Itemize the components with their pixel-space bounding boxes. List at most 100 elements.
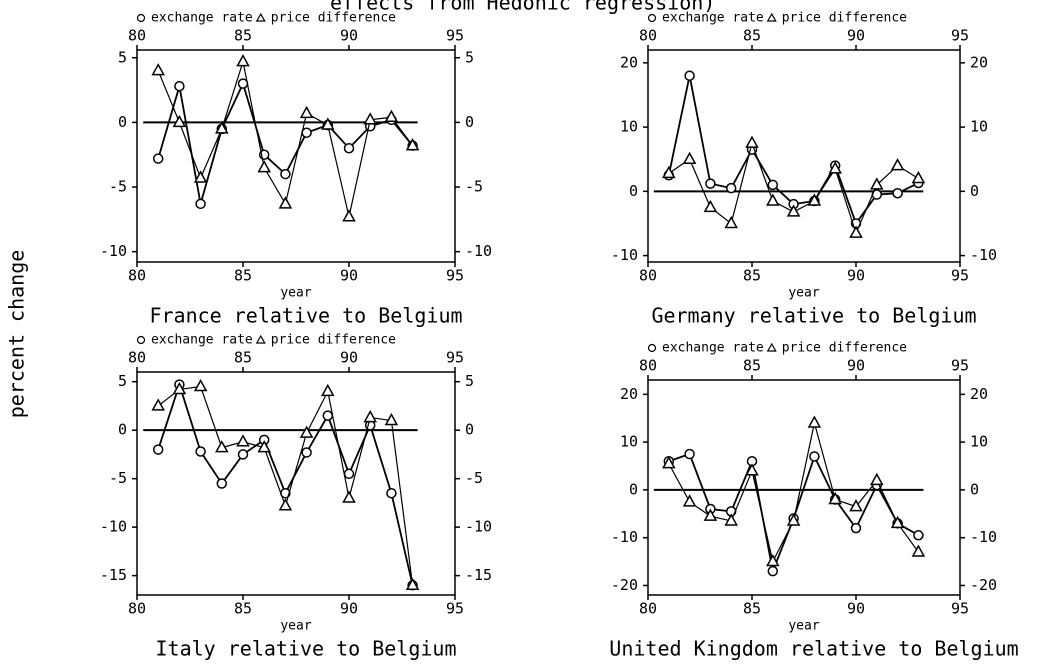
y-tick-label: -10 xyxy=(100,242,127,260)
plot-frame xyxy=(647,379,961,596)
x-top-tick-label: 85 xyxy=(234,349,252,367)
point-circle xyxy=(280,168,291,180)
point-triangle xyxy=(342,490,356,503)
point-circle xyxy=(809,451,820,462)
point-circle xyxy=(301,447,312,458)
point-triangle xyxy=(828,161,842,174)
y-right-tick-label: -15 xyxy=(465,566,492,584)
y-right-tick-label: 20 xyxy=(970,53,988,71)
point-triangle xyxy=(215,121,229,134)
point-triangle xyxy=(682,151,697,164)
x-top-tick-label: 95 xyxy=(446,349,464,367)
point-triangle xyxy=(363,410,377,423)
y-right-tick-label: -10 xyxy=(970,528,997,546)
y-right-tick-label: 10 xyxy=(970,433,988,451)
legend-label: exchange rate xyxy=(151,333,253,348)
y-right-tick-label: 5 xyxy=(465,48,474,66)
x-axis-label: year xyxy=(788,619,819,634)
series-line xyxy=(157,381,414,586)
point-triangle xyxy=(236,434,250,447)
point-circle xyxy=(386,487,397,499)
point-circle xyxy=(850,522,862,534)
point-triangle xyxy=(703,508,718,521)
legend-triangle xyxy=(255,334,266,344)
point-circle xyxy=(216,478,228,489)
point-triangle xyxy=(724,513,738,526)
point-circle xyxy=(892,188,903,199)
legend-label: price difference xyxy=(782,341,907,356)
point-circle xyxy=(705,178,716,189)
point-triangle xyxy=(911,170,926,184)
legend-label: exchange rate xyxy=(662,341,764,356)
y-tick-label: 0 xyxy=(629,182,638,200)
point-triangle xyxy=(870,177,884,190)
x-top-tick-label: 90 xyxy=(847,27,865,45)
x-top-tick-label: 90 xyxy=(847,357,865,375)
x-tick-label: 85 xyxy=(234,600,252,618)
point-triangle xyxy=(172,381,187,395)
y-right-tick-label: -5 xyxy=(465,469,483,487)
point-triangle xyxy=(257,440,271,453)
point-triangle xyxy=(703,199,718,213)
y-tick-label: 5 xyxy=(118,48,127,66)
x-tick-label: 85 xyxy=(743,267,761,285)
point-circle xyxy=(913,530,924,541)
y-tick-label: 20 xyxy=(620,385,638,403)
x-top-tick-label: 95 xyxy=(446,27,464,45)
point-triangle xyxy=(849,499,863,512)
point-triangle xyxy=(662,456,676,469)
x-top-tick-label: 80 xyxy=(639,27,657,45)
x-top-tick-label: 90 xyxy=(340,27,358,45)
y-right-tick-label: 20 xyxy=(970,385,988,403)
x-tick-label: 95 xyxy=(951,600,969,618)
point-triangle xyxy=(151,63,165,76)
point-circle xyxy=(767,565,779,577)
plot-frame xyxy=(136,371,456,596)
x-tick-label: 80 xyxy=(128,267,146,285)
x-tick-label: 80 xyxy=(639,600,657,618)
point-triangle xyxy=(278,498,293,511)
x-top-tick-label: 85 xyxy=(743,357,761,375)
panel-title: United Kingdom relative to Belgium xyxy=(609,637,1018,661)
point-circle xyxy=(152,153,164,164)
point-circle xyxy=(174,80,185,92)
x-tick-label: 90 xyxy=(340,600,358,618)
point-triangle xyxy=(193,378,208,392)
legend-label: price difference xyxy=(271,333,396,348)
point-triangle xyxy=(321,117,335,130)
x-top-tick-label: 85 xyxy=(234,27,252,45)
point-triangle xyxy=(342,209,356,222)
legend-triangle xyxy=(766,12,777,22)
point-triangle xyxy=(384,412,399,426)
y-tick-label: 5 xyxy=(118,372,127,390)
x-top-tick-label: 80 xyxy=(128,27,146,45)
y-tick-label: 10 xyxy=(620,118,638,136)
y-tick-label: -20 xyxy=(611,576,638,594)
series-line xyxy=(157,81,414,205)
x-tick-label: 90 xyxy=(847,600,865,618)
point-triangle xyxy=(807,415,822,428)
point-circle xyxy=(195,198,206,210)
point-triangle xyxy=(745,135,759,148)
x-axis-label: year xyxy=(788,286,819,301)
point-triangle xyxy=(299,425,314,438)
point-triangle xyxy=(299,105,314,119)
point-triangle xyxy=(151,398,165,411)
point-circle xyxy=(322,410,334,421)
point-circle xyxy=(301,127,312,138)
point-triangle xyxy=(363,112,377,125)
legend-label: price difference xyxy=(782,11,907,26)
point-triangle xyxy=(278,196,293,209)
series-line xyxy=(157,61,414,217)
legend-label: exchange rate xyxy=(662,11,764,26)
point-circle xyxy=(684,70,695,81)
x-tick-label: 90 xyxy=(847,267,865,285)
x-tick-label: 80 xyxy=(639,267,657,285)
series-line xyxy=(157,385,414,586)
legend-label: exchange rate xyxy=(151,11,253,26)
point-circle xyxy=(152,444,164,455)
point-triangle xyxy=(745,463,759,476)
page-title: effects from Hedonic regression) xyxy=(330,0,715,15)
point-triangle xyxy=(786,513,801,526)
x-top-tick-label: 80 xyxy=(128,349,146,367)
